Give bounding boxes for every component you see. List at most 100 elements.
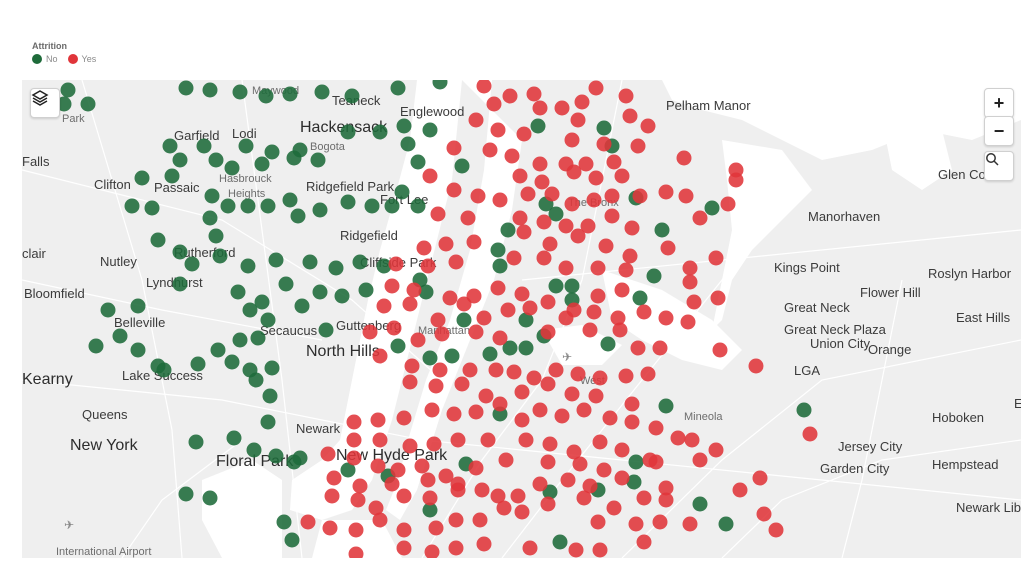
map-point-no[interactable] (264, 144, 280, 160)
map-point-no[interactable] (260, 414, 276, 430)
map-point-no[interactable] (130, 298, 146, 314)
map-point-no[interactable] (542, 484, 558, 500)
map-point-yes[interactable] (424, 544, 440, 559)
map-point-yes[interactable] (402, 374, 418, 390)
map-point-yes[interactable] (618, 262, 634, 278)
map-point-yes[interactable] (658, 310, 674, 326)
map-point-no[interactable] (232, 84, 248, 100)
map-point-no[interactable] (294, 298, 310, 314)
map-point-yes[interactable] (604, 188, 620, 204)
map-point-no[interactable] (328, 260, 344, 276)
map-point-no[interactable] (88, 338, 104, 354)
map-point-yes[interactable] (348, 522, 364, 538)
map-point-yes[interactable] (438, 236, 454, 252)
map-point-no[interactable] (262, 388, 278, 404)
map-point-yes[interactable] (322, 520, 338, 536)
map-point-yes[interactable] (652, 514, 668, 530)
zoom-in-button[interactable]: + (984, 88, 1014, 118)
map-point-yes[interactable] (370, 412, 386, 428)
map-point-yes[interactable] (476, 310, 492, 326)
map-point-yes[interactable] (548, 362, 564, 378)
map-point-yes[interactable] (636, 490, 652, 506)
map-point-no[interactable] (410, 198, 426, 214)
map-point-yes[interactable] (532, 156, 548, 172)
map-point-yes[interactable] (526, 370, 542, 386)
map-point-yes[interactable] (472, 512, 488, 528)
map-canvas[interactable]: MaywoodParkTeaneckEnglewoodPelham ManorL… (22, 80, 1021, 558)
map-point-yes[interactable] (490, 280, 506, 296)
map-point-yes[interactable] (568, 542, 584, 558)
map-point-yes[interactable] (588, 170, 604, 186)
map-point-yes[interactable] (460, 210, 476, 226)
map-point-yes[interactable] (756, 506, 772, 522)
map-point-no[interactable] (254, 156, 270, 172)
map-point-yes[interactable] (614, 282, 630, 298)
map-point-no[interactable] (282, 86, 298, 102)
map-point-yes[interactable] (522, 540, 538, 556)
map-point-no[interactable] (444, 348, 460, 364)
map-point-yes[interactable] (396, 488, 412, 504)
map-point-no[interactable] (286, 150, 302, 166)
map-point-yes[interactable] (642, 452, 658, 468)
map-point-no[interactable] (124, 198, 140, 214)
map-point-yes[interactable] (570, 366, 586, 382)
map-point-no[interactable] (100, 302, 116, 318)
map-point-yes[interactable] (606, 500, 622, 516)
map-point-no[interactable] (422, 122, 438, 138)
map-point-no[interactable] (254, 294, 270, 310)
map-point-yes[interactable] (540, 376, 556, 392)
map-point-yes[interactable] (518, 432, 534, 448)
map-point-yes[interactable] (564, 386, 580, 402)
map-point-yes[interactable] (576, 490, 592, 506)
map-point-yes[interactable] (598, 238, 614, 254)
map-point-yes[interactable] (572, 456, 588, 472)
map-point-no[interactable] (340, 194, 356, 210)
map-point-yes[interactable] (708, 442, 724, 458)
map-point-yes[interactable] (602, 410, 618, 426)
map-point-no[interactable] (230, 284, 246, 300)
map-point-yes[interactable] (434, 326, 450, 342)
map-point-no[interactable] (418, 284, 434, 300)
map-point-yes[interactable] (490, 488, 506, 504)
map-point-no[interactable] (364, 198, 380, 214)
map-point-no[interactable] (240, 258, 256, 274)
map-point-yes[interactable] (624, 396, 640, 412)
map-point-yes[interactable] (496, 500, 512, 516)
map-point-no[interactable] (344, 88, 360, 104)
map-point-yes[interactable] (424, 402, 440, 418)
map-point-yes[interactable] (652, 340, 668, 356)
map-point-yes[interactable] (542, 236, 558, 252)
map-point-yes[interactable] (566, 164, 582, 180)
map-point-no[interactable] (224, 354, 240, 370)
map-point-yes[interactable] (564, 196, 580, 212)
map-point-yes[interactable] (428, 520, 444, 536)
map-point-yes[interactable] (362, 324, 378, 340)
map-point-yes[interactable] (676, 150, 692, 166)
map-point-no[interactable] (352, 254, 368, 270)
map-point-yes[interactable] (478, 388, 494, 404)
map-point-no[interactable] (188, 434, 204, 450)
map-point-no[interactable] (268, 252, 284, 268)
map-point-no[interactable] (290, 208, 306, 224)
map-point-yes[interactable] (486, 96, 502, 112)
map-point-yes[interactable] (448, 512, 464, 528)
map-point-yes[interactable] (748, 358, 764, 374)
map-point-yes[interactable] (604, 208, 620, 224)
legend-item-yes[interactable]: Yes (67, 54, 96, 64)
map-point-no[interactable] (278, 276, 294, 292)
map-point-yes[interactable] (580, 218, 596, 234)
map-point-no[interactable] (232, 332, 248, 348)
map-point-no[interactable] (600, 336, 616, 352)
map-point-yes[interactable] (346, 432, 362, 448)
map-point-yes[interactable] (402, 296, 418, 312)
map-point-no[interactable] (184, 256, 200, 272)
map-point-no[interactable] (178, 80, 194, 96)
map-point-no[interactable] (246, 442, 262, 458)
map-point-yes[interactable] (570, 228, 586, 244)
map-point-no[interactable] (240, 198, 256, 214)
map-point-yes[interactable] (712, 342, 728, 358)
map-point-no[interactable] (718, 516, 734, 532)
map-point-no[interactable] (492, 258, 508, 274)
map-point-no[interactable] (454, 158, 470, 174)
map-point-no[interactable] (646, 268, 662, 284)
